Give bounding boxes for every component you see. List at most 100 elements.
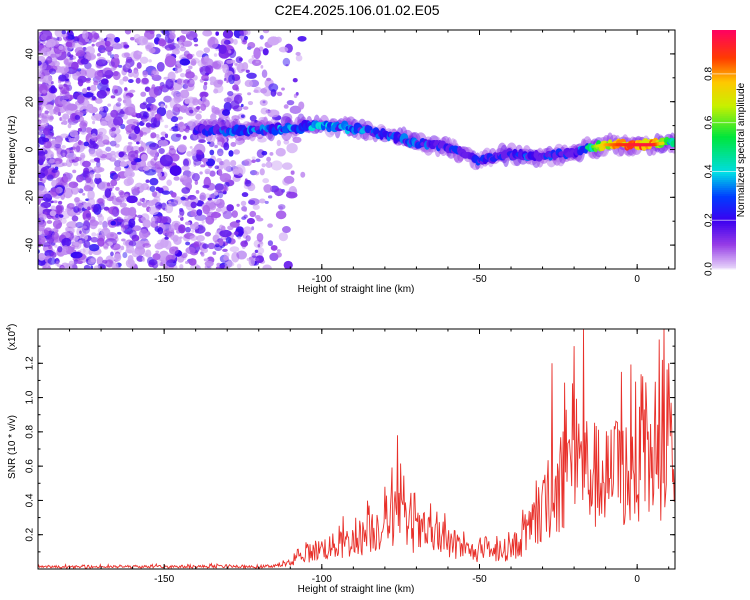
noise-speckle — [50, 228, 57, 232]
noise-speckle — [154, 242, 164, 250]
noise-speckle — [130, 37, 135, 41]
noise-speckle — [293, 93, 298, 99]
noise-speckle — [62, 152, 66, 157]
noise-speckle — [140, 91, 147, 97]
colorbar-cell — [712, 249, 736, 252]
noise-speckle — [158, 39, 167, 47]
noise-speckle — [39, 83, 49, 95]
noise-speckle — [77, 94, 86, 104]
noise-speckle — [50, 205, 57, 211]
noise-speckle — [264, 200, 269, 204]
noise-speckle — [105, 146, 112, 152]
noise-speckle — [255, 158, 261, 163]
noise-speckle — [276, 139, 282, 147]
noise-speckle — [139, 56, 149, 64]
x-tick-label: 0 — [634, 574, 640, 585]
noise-speckle — [50, 53, 56, 58]
noise-speckle — [87, 189, 95, 200]
noise-speckle — [164, 124, 169, 129]
noise-speckle — [200, 252, 205, 257]
noise-speckle — [231, 251, 240, 263]
noise-speckle — [131, 250, 140, 258]
noise-speckle — [76, 174, 84, 183]
noise-speckle — [60, 217, 67, 224]
colorbar-cell — [712, 101, 736, 105]
noise-speckle — [123, 41, 128, 47]
noise-speckle — [122, 252, 128, 259]
x-tick-label: -50 — [472, 274, 487, 285]
noise-speckle — [91, 96, 96, 101]
noise-speckle — [240, 240, 249, 247]
spectrogram-layer — [38, 30, 675, 269]
noise-speckle — [71, 61, 79, 70]
noise-speckle — [244, 179, 252, 187]
noise-speckle — [181, 165, 190, 171]
noise-speckle — [42, 75, 53, 84]
noise-speckle — [249, 256, 253, 260]
noise-speckle — [110, 251, 114, 257]
noise-speckle — [83, 240, 91, 248]
noise-speckle — [164, 240, 172, 250]
noise-speckle — [194, 214, 207, 221]
colorbar-cell — [712, 169, 736, 173]
colorbar-tick-label: 0.0 — [704, 262, 715, 276]
noise-speckle — [129, 229, 137, 239]
noise-speckle — [38, 208, 44, 215]
noise-speckle — [230, 142, 237, 147]
noise-speckle — [185, 241, 191, 246]
colorbar-cell — [712, 91, 736, 95]
noise-speckle — [40, 117, 49, 124]
noise-speckle — [193, 241, 200, 248]
noise-speckle — [226, 204, 234, 212]
noise-speckle — [254, 171, 260, 176]
noise-speckle — [203, 84, 208, 91]
noise-speckle — [266, 77, 272, 82]
noise-speckle — [93, 80, 99, 86]
noise-speckle — [190, 201, 197, 209]
noise-speckle — [38, 197, 41, 206]
colorbar-cell — [712, 143, 736, 147]
noise-speckle — [68, 54, 74, 58]
noise-speckle — [267, 195, 273, 199]
noise-speckle — [179, 264, 184, 269]
y-tick-label: -20 — [25, 190, 36, 205]
x-tick-label: -100 — [312, 274, 332, 285]
noise-speckle — [142, 70, 148, 78]
noise-speckle — [126, 245, 135, 254]
colorbar-tick-label: 0.2 — [704, 213, 715, 227]
noise-speckle — [115, 186, 120, 191]
colorbar-cell — [712, 177, 736, 180]
noise-speckle — [110, 150, 116, 156]
noise-speckle — [167, 71, 176, 82]
noise-speckle — [156, 216, 168, 224]
colorbar-cell — [712, 171, 736, 174]
noise-speckle — [174, 66, 183, 73]
noise-speckle — [259, 198, 266, 204]
noise-speckle — [214, 183, 227, 194]
noise-speckle — [57, 200, 63, 205]
colorbar-cell — [712, 87, 736, 91]
colorbar-cell — [712, 75, 736, 79]
noise-speckle — [137, 202, 143, 206]
colorbar-cell — [712, 79, 736, 83]
noise-speckle — [38, 241, 42, 248]
noise-speckle — [119, 191, 126, 198]
noise-speckle — [262, 48, 269, 56]
noise-speckle — [69, 227, 76, 234]
noise-speckle — [58, 214, 64, 218]
noise-speckle — [164, 236, 169, 240]
noise-speckle — [166, 259, 177, 268]
noise-speckle — [181, 187, 191, 194]
noise-speckle — [168, 224, 175, 233]
noise-speckle — [104, 40, 111, 47]
noise-speckle — [286, 143, 298, 154]
y-tick-label: 0.2 — [25, 527, 36, 541]
noise-speckle — [188, 65, 193, 70]
noise-speckle — [57, 245, 63, 253]
noise-speckle — [43, 227, 53, 236]
noise-speckle — [66, 103, 78, 111]
noise-speckle — [186, 53, 193, 60]
noise-speckle — [148, 142, 160, 150]
noise-speckle — [134, 125, 141, 135]
noise-speckle — [90, 135, 97, 141]
